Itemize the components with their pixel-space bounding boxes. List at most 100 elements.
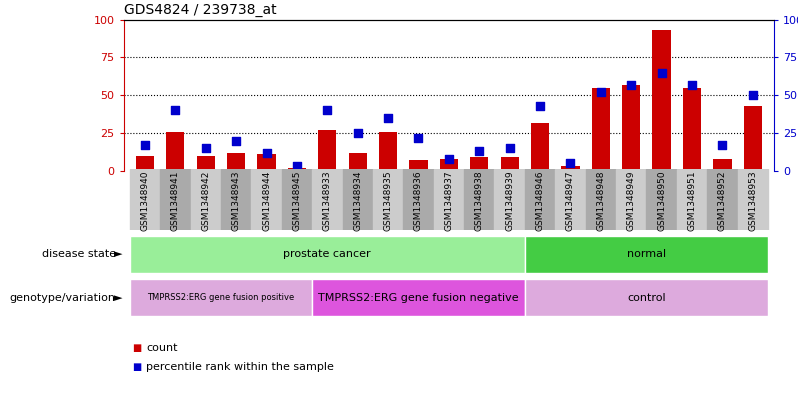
- Bar: [373, 169, 403, 230]
- Text: GSM1348950: GSM1348950: [657, 171, 666, 231]
- Bar: [130, 279, 312, 316]
- Bar: [191, 169, 221, 230]
- Text: GSM1348944: GSM1348944: [262, 171, 271, 231]
- Text: GSM1348940: GSM1348940: [140, 171, 149, 231]
- Text: GSM1348942: GSM1348942: [201, 171, 210, 231]
- Point: [655, 70, 668, 76]
- Text: GSM1348945: GSM1348945: [292, 171, 302, 231]
- Point: [260, 150, 273, 156]
- Point: [442, 156, 455, 162]
- Text: GSM1348953: GSM1348953: [749, 171, 757, 231]
- Point: [351, 130, 364, 136]
- Bar: [379, 132, 397, 171]
- Bar: [525, 236, 768, 273]
- Bar: [312, 169, 342, 230]
- Bar: [258, 154, 275, 171]
- Bar: [561, 166, 579, 171]
- Bar: [227, 153, 245, 171]
- Bar: [737, 169, 768, 230]
- Bar: [221, 169, 251, 230]
- Bar: [495, 169, 525, 230]
- Point: [412, 134, 425, 141]
- Bar: [525, 279, 768, 316]
- Text: GSM1348943: GSM1348943: [231, 171, 241, 231]
- Point: [564, 160, 577, 167]
- Bar: [403, 169, 433, 230]
- Bar: [555, 169, 586, 230]
- Point: [534, 103, 547, 109]
- Text: GSM1348939: GSM1348939: [505, 171, 514, 231]
- Point: [716, 142, 729, 149]
- Bar: [130, 236, 525, 273]
- Bar: [251, 169, 282, 230]
- Point: [504, 145, 516, 151]
- Point: [473, 148, 486, 154]
- Text: percentile rank within the sample: percentile rank within the sample: [146, 362, 334, 373]
- Point: [321, 107, 334, 114]
- Bar: [288, 168, 306, 171]
- Bar: [312, 279, 525, 316]
- Bar: [409, 160, 428, 171]
- Text: GSM1348947: GSM1348947: [566, 171, 575, 231]
- Bar: [677, 169, 707, 230]
- Bar: [282, 169, 312, 230]
- Text: GSM1348948: GSM1348948: [596, 171, 606, 231]
- Bar: [196, 156, 215, 171]
- Text: GSM1348938: GSM1348938: [475, 171, 484, 231]
- Bar: [653, 30, 671, 171]
- Bar: [622, 85, 640, 171]
- Text: ►: ►: [113, 250, 122, 259]
- Text: GSM1348937: GSM1348937: [444, 171, 453, 231]
- Text: prostate cancer: prostate cancer: [283, 250, 371, 259]
- Text: normal: normal: [627, 250, 666, 259]
- Point: [685, 82, 698, 88]
- Bar: [464, 169, 495, 230]
- Bar: [136, 156, 154, 171]
- Bar: [707, 169, 737, 230]
- Point: [200, 145, 212, 151]
- Text: disease state: disease state: [41, 250, 116, 259]
- Bar: [713, 159, 732, 171]
- Text: GSM1348934: GSM1348934: [354, 171, 362, 231]
- Bar: [160, 169, 191, 230]
- Bar: [586, 169, 616, 230]
- Bar: [166, 132, 184, 171]
- Bar: [500, 157, 519, 171]
- Bar: [342, 169, 373, 230]
- Point: [169, 107, 182, 114]
- Text: ►: ►: [113, 293, 122, 303]
- Point: [595, 89, 607, 95]
- Text: GSM1348946: GSM1348946: [535, 171, 544, 231]
- Text: GDS4824 / 239738_at: GDS4824 / 239738_at: [124, 3, 276, 17]
- Point: [625, 82, 638, 88]
- Bar: [525, 169, 555, 230]
- Text: TMPRSS2:ERG gene fusion positive: TMPRSS2:ERG gene fusion positive: [148, 293, 294, 302]
- Point: [290, 163, 303, 169]
- Bar: [349, 153, 367, 171]
- Bar: [683, 88, 701, 171]
- Bar: [744, 106, 762, 171]
- Bar: [616, 169, 646, 230]
- Text: GSM1348936: GSM1348936: [414, 171, 423, 231]
- Bar: [440, 159, 458, 171]
- Text: GSM1348949: GSM1348949: [626, 171, 636, 231]
- Bar: [470, 157, 488, 171]
- Bar: [318, 130, 337, 171]
- Text: TMPRSS2:ERG gene fusion negative: TMPRSS2:ERG gene fusion negative: [318, 293, 519, 303]
- Bar: [433, 169, 464, 230]
- Bar: [130, 169, 160, 230]
- Text: count: count: [146, 343, 177, 353]
- Text: ■: ■: [132, 362, 141, 373]
- Text: ■: ■: [132, 343, 141, 353]
- Text: control: control: [627, 293, 666, 303]
- Bar: [591, 88, 610, 171]
- Text: GSM1348951: GSM1348951: [688, 171, 697, 231]
- Point: [381, 115, 394, 121]
- Text: GSM1348933: GSM1348933: [323, 171, 332, 231]
- Point: [230, 138, 243, 144]
- Point: [139, 142, 152, 149]
- Text: GSM1348941: GSM1348941: [171, 171, 180, 231]
- Bar: [531, 123, 549, 171]
- Bar: [646, 169, 677, 230]
- Point: [746, 92, 759, 98]
